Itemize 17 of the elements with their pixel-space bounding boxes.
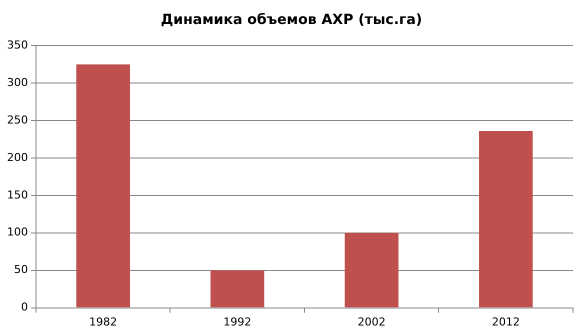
y-tick-label: 0	[20, 300, 28, 314]
y-tick-label: 50	[14, 263, 28, 276]
y-tick-label: 250	[6, 113, 28, 126]
y-tick-label: 350	[6, 38, 28, 52]
x-tick-label: 1982	[89, 315, 118, 328]
bar	[76, 64, 130, 308]
x-tick-label: 1992	[223, 315, 252, 328]
x-tick-label: 2002	[358, 315, 386, 328]
x-tick-label: 2012	[492, 315, 520, 328]
chart-title: Динамика объемов АХР (тыс.га)	[160, 12, 424, 28]
y-tick-label: 100	[6, 226, 28, 239]
y-tick-label: 200	[6, 150, 28, 164]
y-tick-label: 150	[6, 188, 28, 202]
bar	[210, 270, 264, 308]
bar	[344, 232, 398, 308]
y-tick-label: 300	[6, 76, 28, 89]
bar	[479, 131, 533, 308]
